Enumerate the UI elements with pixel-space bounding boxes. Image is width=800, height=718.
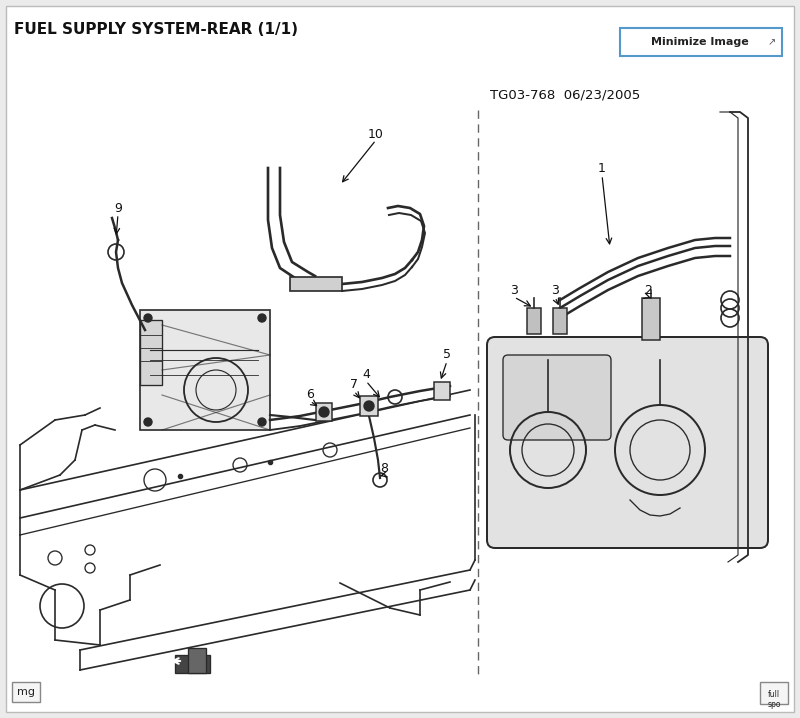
- FancyBboxPatch shape: [487, 337, 768, 548]
- FancyBboxPatch shape: [12, 682, 40, 702]
- Text: 2: 2: [644, 284, 652, 297]
- Text: 8: 8: [380, 462, 388, 475]
- FancyBboxPatch shape: [360, 396, 378, 416]
- Text: mg: mg: [17, 687, 35, 697]
- FancyBboxPatch shape: [316, 403, 332, 421]
- FancyBboxPatch shape: [434, 382, 450, 400]
- Text: 3: 3: [510, 284, 518, 297]
- Circle shape: [319, 407, 329, 417]
- Text: TG03-768  06/23/2005: TG03-768 06/23/2005: [490, 88, 640, 101]
- Text: 7: 7: [350, 378, 358, 391]
- FancyBboxPatch shape: [140, 310, 270, 430]
- Text: 1: 1: [598, 162, 606, 174]
- FancyBboxPatch shape: [290, 277, 342, 291]
- Text: Minimize Image: Minimize Image: [651, 37, 749, 47]
- Text: 3: 3: [551, 284, 559, 297]
- Text: FUEL SUPPLY SYSTEM-REAR (1/1): FUEL SUPPLY SYSTEM-REAR (1/1): [14, 22, 298, 37]
- Text: 9: 9: [114, 202, 122, 215]
- Text: 6: 6: [306, 388, 314, 401]
- FancyBboxPatch shape: [188, 648, 206, 673]
- Text: 5: 5: [443, 348, 451, 360]
- FancyBboxPatch shape: [642, 298, 660, 340]
- FancyBboxPatch shape: [620, 28, 782, 56]
- Text: ↗: ↗: [768, 37, 776, 47]
- Circle shape: [144, 314, 152, 322]
- FancyBboxPatch shape: [140, 320, 162, 385]
- Text: 10: 10: [368, 128, 384, 141]
- FancyBboxPatch shape: [6, 6, 794, 712]
- Circle shape: [144, 418, 152, 426]
- FancyBboxPatch shape: [503, 355, 611, 440]
- FancyBboxPatch shape: [175, 655, 210, 673]
- Circle shape: [258, 314, 266, 322]
- FancyBboxPatch shape: [760, 682, 788, 704]
- Text: 4: 4: [362, 368, 370, 381]
- Text: full
spo: full spo: [767, 690, 781, 709]
- Circle shape: [364, 401, 374, 411]
- FancyBboxPatch shape: [553, 308, 567, 334]
- FancyBboxPatch shape: [527, 308, 541, 334]
- Circle shape: [258, 418, 266, 426]
